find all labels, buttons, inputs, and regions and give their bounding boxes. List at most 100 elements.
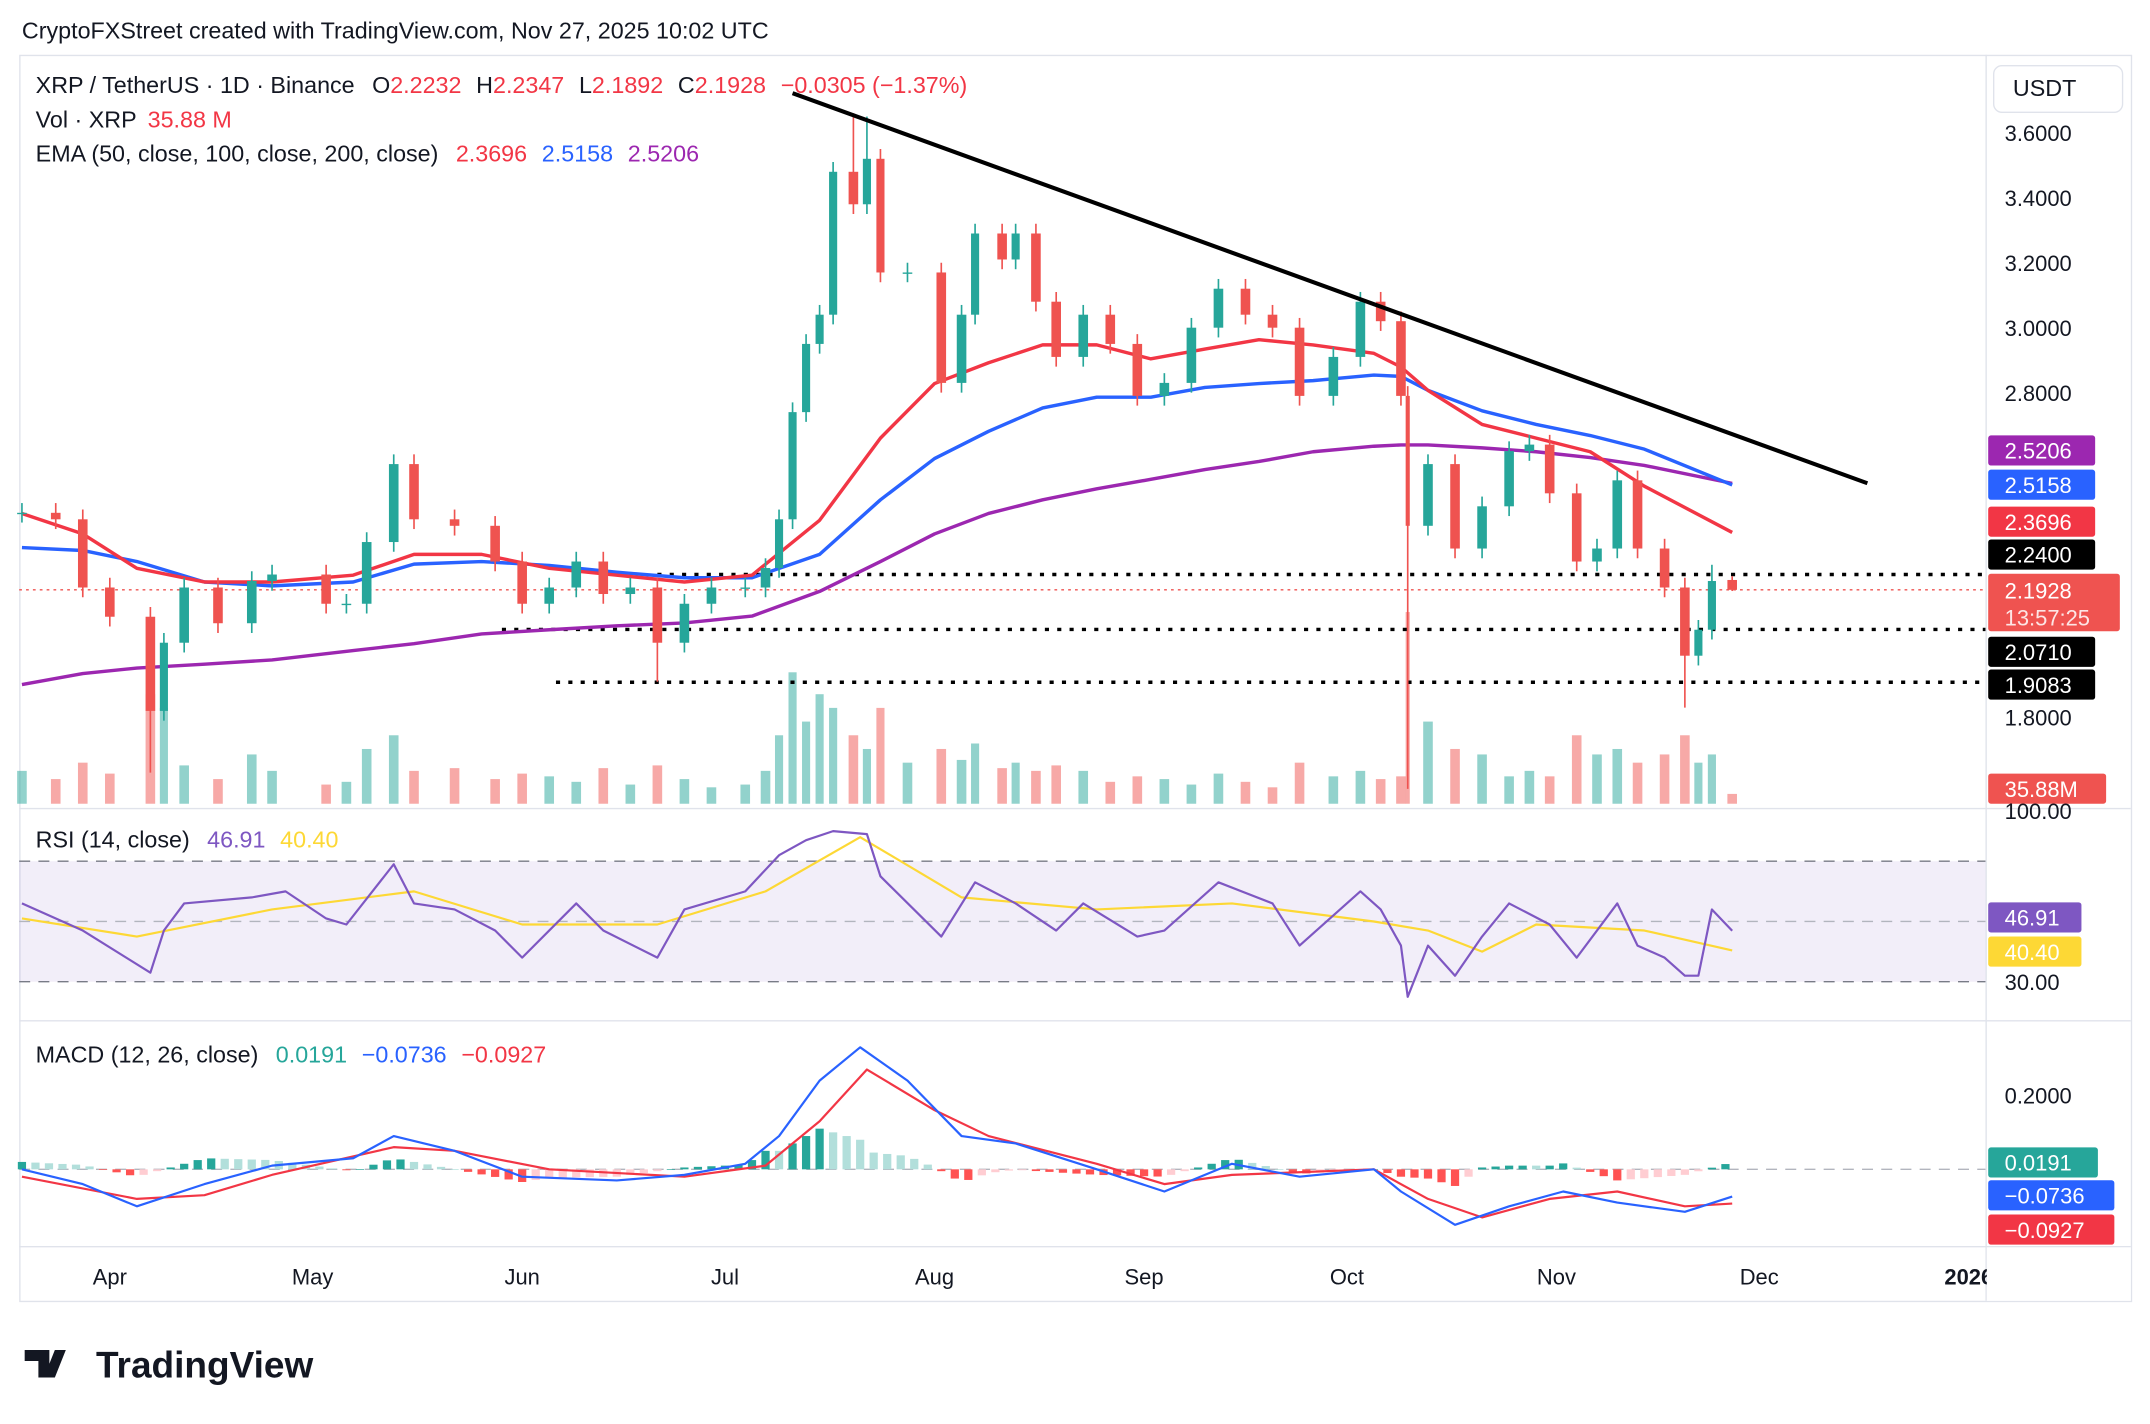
macd-histogram-bar [477, 1169, 486, 1175]
rsi-tick: 30.00 [2005, 970, 2060, 995]
volume-bar [267, 770, 277, 804]
candle-body [1355, 301, 1366, 357]
time-axis[interactable]: Apr May Jun Jul Aug Sep Oct Nov Dec 2026 [93, 1264, 1993, 1289]
candle-body [145, 616, 156, 711]
volume-bar [105, 773, 115, 804]
candle-body [105, 587, 115, 617]
macd-histogram-bar [396, 1159, 405, 1170]
volume-bar [1707, 754, 1716, 804]
macd-histogram-bar [626, 1169, 635, 1175]
candle-body [1727, 579, 1737, 590]
time-tick-aug: Aug [915, 1264, 954, 1289]
macd-histogram-bar [1613, 1169, 1622, 1181]
axis-label-macd: −0.0736 [1988, 1180, 2115, 1211]
rsi-legend: RSI (14, close) 46.91 40.40 [36, 827, 339, 853]
svg-text:1.9083: 1.9083 [2005, 673, 2072, 698]
price-tick: 3.6000 [2005, 121, 2072, 146]
macd-histogram-bar [707, 1166, 716, 1170]
axis-label-ema200: 2.5206 [1988, 435, 2096, 466]
macd-histogram-bar [1505, 1165, 1514, 1170]
macd-histogram-bar [1058, 1169, 1068, 1173]
macd-histogram-bar [288, 1162, 297, 1170]
volume-bar [1477, 754, 1487, 804]
macd-histogram-bar [1383, 1169, 1392, 1174]
candle-body [1105, 314, 1116, 344]
price-tick: 3.2000 [2005, 251, 2072, 276]
macd-histogram-bar [1153, 1169, 1162, 1177]
macd-histogram-bar [1180, 1169, 1189, 1172]
rsi-lines [21, 830, 1733, 998]
macd-histogram-bar [1559, 1163, 1568, 1170]
macd-histogram-bar [166, 1167, 175, 1170]
volume-bar [774, 735, 784, 804]
macd-plot [17, 1046, 1733, 1226]
macd-histogram-bar [801, 1136, 811, 1170]
macd-histogram-bar [450, 1169, 459, 1171]
macd-histogram-bar [1437, 1169, 1446, 1183]
axis-label-volume: 35.88M [1988, 773, 2107, 804]
macd-histogram-bar [207, 1158, 216, 1170]
macd-histogram-bar [1248, 1162, 1257, 1170]
candle-body [1405, 395, 1410, 526]
axis-label-ema100: 2.5158 [1988, 469, 2096, 500]
macd-histogram-bar [856, 1139, 865, 1170]
macd-histogram-bar [1626, 1169, 1635, 1180]
price-ticks: 3.6000 3.4000 3.2000 3.0000 2.8000 1.8000 [2005, 121, 2072, 731]
candle-body [246, 581, 257, 624]
volume-bar [159, 707, 168, 804]
candle-body [77, 519, 88, 588]
volume-bar [341, 781, 352, 804]
svg-text:−0.0927: −0.0927 [2005, 1218, 2085, 1243]
svg-text:0.0191: 0.0191 [2005, 1151, 2072, 1176]
ema-legend: EMA (50, close, 100, close, 200, close) … [36, 141, 699, 167]
candle-body [267, 574, 277, 582]
candle-body [1571, 493, 1582, 562]
macd-histogram-bar [1112, 1169, 1122, 1176]
candle-body [1375, 301, 1386, 322]
candle-body [679, 603, 690, 643]
currency-button[interactable] [1993, 65, 2124, 113]
macd-histogram-bar [734, 1165, 743, 1170]
candle-body [1659, 548, 1670, 588]
macd-histogram-bar [112, 1169, 121, 1173]
candle-body [625, 587, 636, 595]
macd-histogram-bar [328, 1168, 338, 1170]
macd-histogram-bar [1653, 1169, 1662, 1178]
volume-bar [997, 768, 1007, 804]
descending-trendline[interactable] [791, 91, 1869, 486]
trendline[interactable] [791, 91, 1869, 486]
macd-histogram-bar [504, 1169, 513, 1180]
candle-body [517, 561, 527, 604]
macd-histogram-bar [71, 1164, 81, 1170]
volume-bar [1355, 770, 1366, 804]
candles [17, 113, 1737, 789]
macd-legend: MACD (12, 26, close) 0.0191 −0.0736 −0.0… [36, 1042, 547, 1068]
volume-bar [848, 735, 859, 804]
candle-body [598, 561, 609, 595]
volume-bar [1328, 776, 1339, 804]
macd-histogram-bar [1464, 1169, 1473, 1177]
volume-legend: Vol · XRP 35.88 M [36, 106, 232, 132]
time-tick-2026: 2026 [1944, 1264, 1993, 1289]
rsi-tick: 100.00 [2005, 799, 2072, 824]
macd-tick: 0.2000 [2005, 1084, 2072, 1109]
macd-histogram-bar [896, 1155, 905, 1170]
chart-frame [19, 54, 2133, 1303]
macd-histogram-bar [342, 1169, 351, 1171]
svg-text:2.5206: 2.5206 [2005, 439, 2072, 464]
macd-histogram-bar [991, 1169, 1000, 1173]
candle-body [740, 587, 751, 589]
caption: CryptoFXStreet created with TradingView.… [22, 17, 769, 43]
volume-bar [388, 735, 399, 804]
macd-histogram-bar [463, 1169, 473, 1172]
volume-bar [1011, 762, 1020, 804]
time-tick-nov: Nov [1537, 1264, 1576, 1289]
volume-bar [1504, 776, 1514, 804]
time-axis-corner [1986, 1247, 2131, 1301]
candle-body [1524, 444, 1535, 452]
macd-histogram-bar [910, 1158, 919, 1170]
time-tick-jul: Jul [711, 1264, 739, 1289]
svg-text:2.2400: 2.2400 [2005, 543, 2072, 568]
volume-bar [1694, 762, 1703, 804]
